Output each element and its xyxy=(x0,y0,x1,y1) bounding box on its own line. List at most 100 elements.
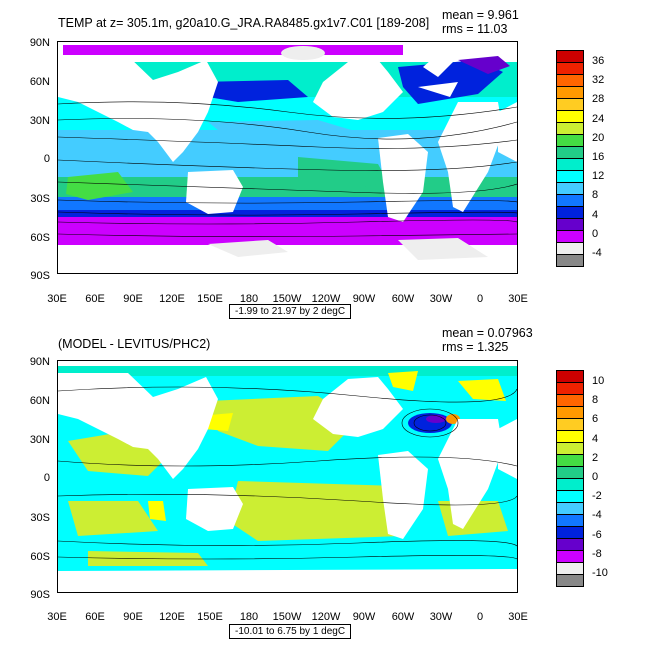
colorbar-label: 32 xyxy=(592,74,605,87)
lon-label: 60E xyxy=(85,293,105,305)
lon-label: 150E xyxy=(197,611,223,623)
colorbar-label: 0 xyxy=(592,227,599,240)
colorbar-label: 12 xyxy=(592,170,605,183)
lat-label-eq: 0 xyxy=(43,472,50,484)
colorbar-label: 2 xyxy=(592,451,599,464)
colorbar-swatch xyxy=(556,514,584,526)
lat-label-eq: 0 xyxy=(43,153,50,165)
contour-info: -10.01 to 6.75 by 1 degC xyxy=(229,624,352,639)
colorbar-swatch xyxy=(556,254,584,266)
lon-label: 90E xyxy=(123,611,143,623)
lon-label: 30E xyxy=(508,293,528,305)
colorbar-label: -4 xyxy=(592,247,602,259)
colorbar-label: 4 xyxy=(592,208,599,221)
colorbar-swatch xyxy=(556,146,584,158)
lon-label: 120W xyxy=(311,611,341,623)
contour-info: -1.99 to 21.97 by 2 degC xyxy=(229,304,352,319)
panel-title: (MODEL - LEVITUS/PHC2) xyxy=(58,337,211,351)
colorbar-swatch xyxy=(556,242,584,254)
colorbar-label: 6 xyxy=(592,413,599,426)
colorbar-swatch xyxy=(556,122,584,134)
colorbar-label: 20 xyxy=(592,131,605,144)
lat-label-90n: 90N xyxy=(29,356,50,368)
lat-label-90n: 90N xyxy=(29,37,50,49)
colorbar-swatch xyxy=(556,74,584,86)
map-frame xyxy=(57,360,518,593)
colorbar-swatch xyxy=(556,158,584,170)
colorbar-label: 8 xyxy=(592,394,599,407)
lon-label: 120W xyxy=(311,293,341,305)
colorbar-swatch xyxy=(556,194,584,206)
colorbar-swatch xyxy=(556,134,584,146)
lon-label: 60W xyxy=(391,293,415,305)
lon-label: 30W xyxy=(429,293,453,305)
colorbar-swatch xyxy=(556,430,584,442)
difference-map xyxy=(58,361,517,592)
lat-label-30n: 30N xyxy=(29,115,50,127)
colorbar-label: 24 xyxy=(592,112,605,125)
colorbar-swatch xyxy=(556,538,584,550)
lat-label-60n: 60N xyxy=(29,395,50,407)
colorbar-swatch xyxy=(556,218,584,230)
lon-label: 150E xyxy=(197,293,223,305)
colorbar-label: -10 xyxy=(592,567,608,579)
colorbar-swatch xyxy=(556,230,584,242)
lat-label-90s: 90S xyxy=(30,589,50,601)
colorbar-swatch xyxy=(556,490,584,502)
colorbar: 36 32 28 24 20 16 12 8 4 0 -4 xyxy=(556,50,604,267)
colorbar: 10 8 6 4 2 0 -2 -4 -6 -8 -10 xyxy=(556,370,608,587)
lon-label: 30E xyxy=(47,611,67,623)
colorbar-label: 0 xyxy=(592,471,599,483)
lon-label: 180 xyxy=(239,611,259,623)
colorbar-swatch xyxy=(556,50,584,62)
lat-label-90s: 90S xyxy=(30,270,50,282)
colorbar-swatch xyxy=(556,526,584,538)
colorbar-swatch xyxy=(556,562,584,574)
colorbar-label: -8 xyxy=(592,547,602,560)
lat-label-30s: 30S xyxy=(30,512,50,524)
lon-label: 30E xyxy=(47,293,67,305)
colorbar-swatch xyxy=(556,170,584,182)
lon-label: 120E xyxy=(159,293,185,305)
lon-label: 150W xyxy=(272,293,302,305)
colorbar-label: -2 xyxy=(592,490,602,503)
mean-value: mean = 0.07963 xyxy=(442,326,533,340)
colorbar-swatch xyxy=(556,110,584,122)
panel-title: TEMP at z= 305.1m, g20a10.G_JRA.RA8485.g… xyxy=(58,16,430,30)
lat-label-30n: 30N xyxy=(29,434,50,446)
colorbar-swatch xyxy=(556,206,584,218)
colorbar-label: 36 xyxy=(592,55,605,67)
colorbar-swatch xyxy=(556,406,584,418)
colorbar-swatch xyxy=(556,182,584,194)
lat-label-30s: 30S xyxy=(30,193,50,205)
colorbar-label: 10 xyxy=(592,375,605,387)
lon-label: 90E xyxy=(123,293,143,305)
colorbar-label: -4 xyxy=(592,509,602,522)
lon-label: 180 xyxy=(239,293,259,305)
lon-label: 30W xyxy=(429,611,453,623)
mean-value: mean = 9.961 xyxy=(442,8,519,22)
lat-label-60s: 60S xyxy=(30,232,50,244)
colorbar-label: 8 xyxy=(592,189,599,202)
colorbar-swatch xyxy=(556,86,584,98)
colorbar-swatch xyxy=(556,62,584,74)
lat-label-60n: 60N xyxy=(29,76,50,88)
temperature-map xyxy=(58,42,517,273)
lon-label: 0 xyxy=(476,611,484,623)
lon-label: 60E xyxy=(85,611,105,623)
lon-label: 120E xyxy=(159,611,185,623)
lon-label: 60W xyxy=(391,611,415,623)
colorbar-label: 16 xyxy=(592,151,605,163)
colorbar-label: 28 xyxy=(592,93,605,106)
lon-label: 90W xyxy=(352,293,376,305)
lon-label: 90W xyxy=(352,611,376,623)
colorbar-label: -6 xyxy=(592,528,602,541)
colorbar-swatch xyxy=(556,442,584,454)
colorbar-label: 4 xyxy=(592,432,599,445)
colorbar-swatch xyxy=(556,574,584,586)
colorbar-swatch xyxy=(556,478,584,490)
colorbar-swatch xyxy=(556,418,584,430)
colorbar-swatch xyxy=(556,502,584,514)
colorbar-swatch xyxy=(556,370,584,382)
lon-label: 150W xyxy=(272,611,302,623)
